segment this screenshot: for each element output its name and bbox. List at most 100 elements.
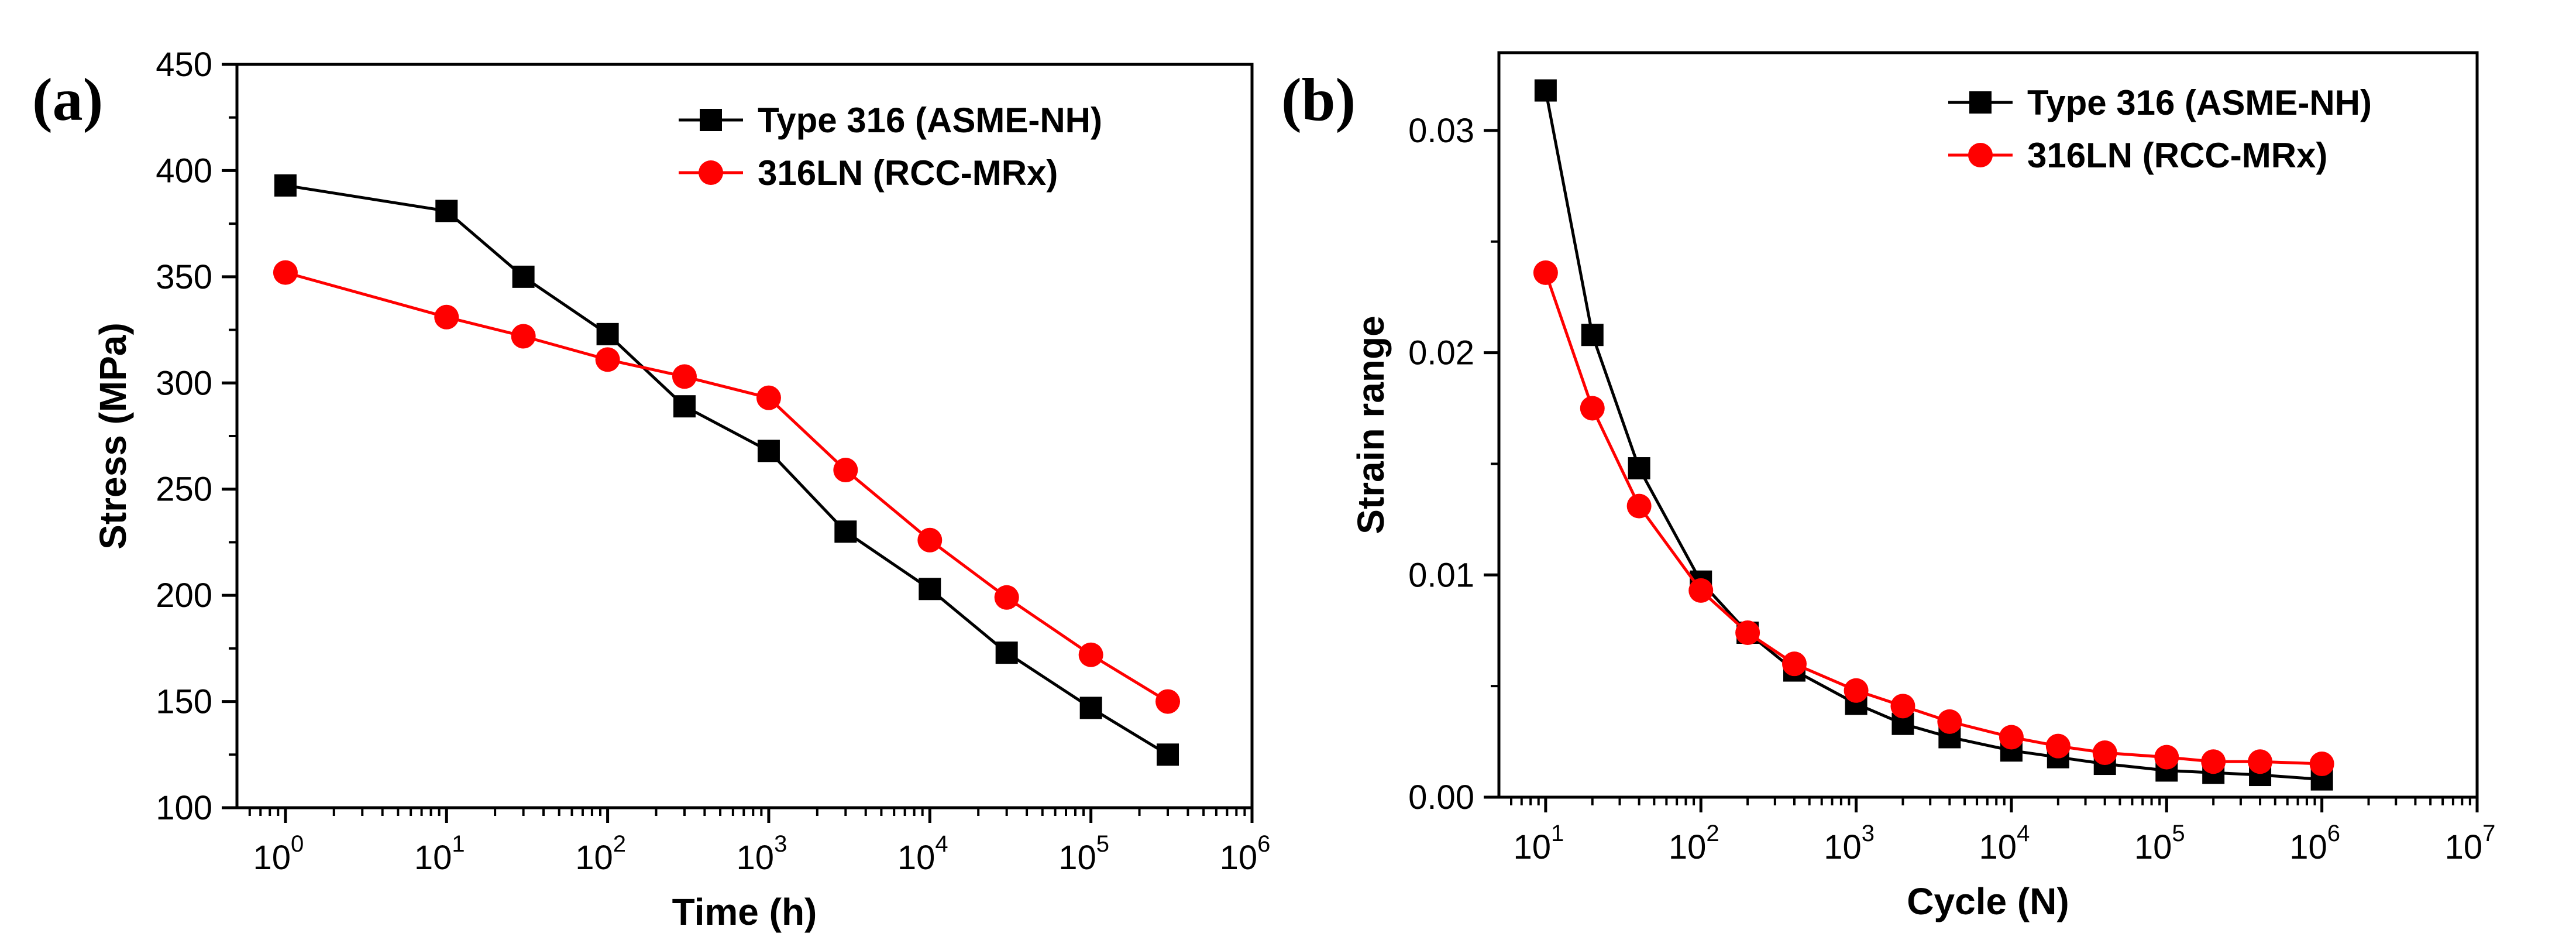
x-tick-exponent: 5 [1096,831,1109,857]
x-tick-label: 102 [1669,821,1719,866]
data-point-square [1157,743,1179,766]
data-point-circle [672,364,697,389]
y-tick-label: 400 [156,152,212,190]
x-tick-base: 10 [1979,828,2017,866]
y-axis-title: Strain range [1350,315,1392,534]
x-tick-label: 105 [1058,831,1109,877]
data-point-square [512,265,535,288]
x-axis-title: Time (h) [672,891,817,933]
series-line [285,271,1169,703]
x-tick-label: 101 [1513,821,1564,866]
x-tick-exponent: 1 [1551,821,1564,846]
data-point-square [995,641,1018,664]
data-point-square [919,578,941,601]
y-tick-label: 150 [156,683,212,721]
x-tick-base: 10 [897,839,936,877]
x-tick-label: 107 [2445,821,2496,866]
x-tick-label: 102 [575,831,626,877]
data-point-circle [756,385,781,410]
data-point-circle [1078,642,1103,667]
y-tick-label: 200 [156,577,212,615]
data-point-square [596,323,619,345]
data-point-circle [1688,578,1714,603]
legend-marker-circle [699,160,723,185]
y-tick-label: 0.00 [1408,778,1474,817]
x-tick-exponent: 4 [935,831,948,857]
data-point-circle [511,324,536,349]
chart-panel-a: (a)100 101 102 103 104 105 1061001502002503003… [32,46,1270,933]
data-point-circle [1999,725,2024,750]
x-tick-exponent: 7 [2482,821,2495,846]
legend-marker-square [1969,91,1992,114]
y-tick-label: 0.01 [1408,556,1474,594]
series-line [1544,90,2322,781]
x-tick-base: 10 [2445,828,2483,866]
data-point-circle [2201,749,2226,774]
x-tick-base: 10 [253,839,291,877]
data-point-circle [2309,752,2334,777]
x-tick-label: 100 [253,831,304,877]
series-line [1544,272,2322,766]
data-point-square [1628,457,1650,480]
data-point-square [435,200,458,222]
data-point-circle [1844,678,1869,703]
x-tick-exponent: 5 [2172,821,2185,846]
x-tick-exponent: 1 [452,831,465,857]
data-point-circle [1533,260,1558,285]
y-tick-label: 0.02 [1408,334,1474,372]
x-tick-exponent: 6 [1257,831,1270,857]
data-point-circle [1781,651,1807,677]
data-point-circle [994,585,1019,610]
x-tick-label: 105 [2134,821,2185,866]
x-tick-exponent: 4 [2017,821,2030,846]
data-point-circle [1626,493,1652,519]
data-point-square [274,174,297,197]
x-tick-exponent: 3 [1862,821,1875,846]
data-point-circle [2045,733,2071,759]
data-point-circle [2248,749,2273,774]
y-axis-title: Stress (MPa) [92,323,134,550]
data-point-square [1079,697,1102,719]
x-tick-base: 10 [2134,828,2172,866]
panel-label: (b) [1281,66,1356,133]
data-point-square [1581,324,1604,347]
x-tick-base: 10 [1513,828,1551,866]
data-point-circle [1937,709,1962,734]
x-axis-title: Cycle (N) [1907,880,2069,922]
x-tick-label: 101 [414,831,465,877]
data-point-circle [1580,396,1605,421]
x-tick-base: 10 [737,839,775,877]
x-tick-label: 103 [1824,821,1875,866]
x-tick-base: 10 [575,839,613,877]
plot-frame [235,63,1254,809]
data-point-circle [273,260,298,285]
x-tick-exponent: 3 [774,831,787,857]
x-tick-base: 10 [414,839,452,877]
x-tick-base: 10 [1669,828,1707,866]
legend-label: 316LN (RCC-MRx) [758,153,1058,193]
x-tick-base: 10 [1220,839,1258,877]
x-tick-exponent: 6 [2327,821,2340,846]
data-point-circle [833,458,858,483]
x-tick-exponent: 2 [1706,821,1719,846]
legend-marker-circle [1968,143,1993,167]
chart-panel-b: (b)101 102 103 104 105 106 1070.000.010.020.03… [1281,51,2496,922]
y-tick-label: 300 [156,364,212,402]
y-tick-label: 0.03 [1408,112,1474,150]
x-tick-base: 10 [2289,828,2327,866]
data-point-square [1534,79,1557,102]
data-point-circle [1735,620,1760,646]
x-tick-label: 104 [897,831,948,877]
legend-marker-square [700,109,722,131]
data-point-circle [595,347,620,372]
legend-label: 316LN (RCC-MRx) [2027,136,2327,175]
y-tick-label: 450 [156,46,212,84]
x-tick-exponent: 0 [291,831,304,857]
x-tick-exponent: 2 [613,831,626,857]
x-tick-label: 106 [2289,821,2340,866]
series-line [285,184,1169,756]
x-tick-label: 103 [737,831,787,877]
x-tick-base: 10 [1058,839,1096,877]
data-point-circle [2092,740,2117,766]
